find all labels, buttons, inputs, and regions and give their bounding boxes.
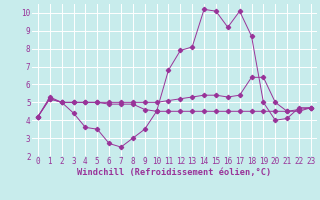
X-axis label: Windchill (Refroidissement éolien,°C): Windchill (Refroidissement éolien,°C): [77, 168, 272, 177]
